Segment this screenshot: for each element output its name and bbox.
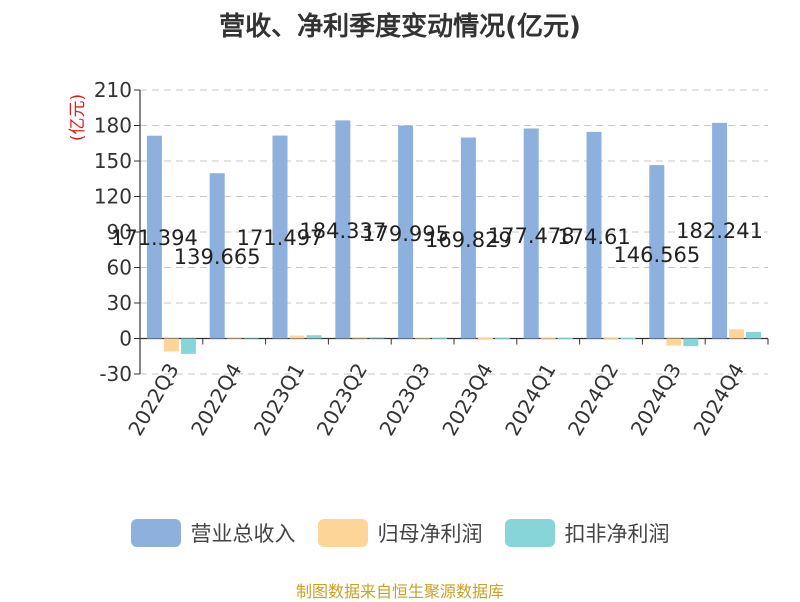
x-tick-label: 2022Q3 bbox=[123, 359, 183, 440]
bar-3-2024Q2 bbox=[620, 338, 636, 340]
x-tick-label: 2023Q2 bbox=[312, 359, 372, 440]
data-label: 171.394 bbox=[111, 226, 198, 250]
bar-1-2022Q3 bbox=[146, 135, 162, 339]
legend-swatch bbox=[317, 519, 368, 547]
y-tick-label: 0 bbox=[119, 327, 132, 351]
y-tick-label: 210 bbox=[94, 78, 132, 102]
x-tick-label: 2023Q3 bbox=[374, 359, 434, 440]
bar-1-2024Q3 bbox=[649, 165, 665, 339]
legend-swatch bbox=[504, 519, 555, 547]
bar-2-2024Q3 bbox=[666, 338, 682, 346]
data-label: 139.665 bbox=[174, 245, 261, 269]
y-tick-label: 60 bbox=[107, 256, 132, 280]
y-tick-label: -30 bbox=[99, 362, 132, 386]
bar-2-2023Q4 bbox=[477, 338, 493, 340]
bar-2-2022Q3 bbox=[163, 338, 179, 352]
bar-3-2023Q1 bbox=[306, 335, 322, 339]
data-label: 184.337 bbox=[299, 219, 386, 243]
data-label: 171.497 bbox=[237, 226, 324, 250]
bar-2-2023Q1 bbox=[289, 335, 305, 339]
bar-3-2024Q4 bbox=[746, 331, 762, 339]
legend-label: 归母净利润 bbox=[377, 522, 483, 546]
bar-2-2023Q2 bbox=[352, 337, 368, 339]
legend-item[interactable]: 营业总收入 bbox=[130, 518, 296, 548]
x-tick-label: 2024Q2 bbox=[563, 359, 623, 440]
bar-3-2024Q3 bbox=[683, 338, 699, 347]
legend-label: 营业总收入 bbox=[190, 522, 296, 546]
bar-3-2022Q3 bbox=[180, 338, 196, 354]
data-label: 174.61 bbox=[557, 225, 630, 249]
bar-2-2024Q2 bbox=[603, 337, 619, 339]
bar-2-2022Q4 bbox=[226, 338, 242, 340]
bar-3-2023Q3 bbox=[432, 337, 448, 339]
x-tick-label: 2024Q3 bbox=[626, 359, 686, 440]
bar-2-2023Q3 bbox=[415, 337, 431, 339]
y-tick-label: 30 bbox=[107, 291, 132, 315]
legend: 营业总收入 归母净利润 扣非净利润 bbox=[0, 518, 800, 548]
bar-3-2023Q2 bbox=[369, 337, 385, 339]
x-tick-label: 2023Q4 bbox=[437, 359, 497, 440]
y-tick-label: 180 bbox=[94, 114, 132, 138]
data-label: 179.995 bbox=[362, 222, 449, 246]
legend-item[interactable]: 扣非净利润 bbox=[504, 518, 670, 548]
bar-1-2023Q4 bbox=[460, 137, 476, 339]
chart-title: 营收、净利季度变动情况(亿元) bbox=[219, 12, 581, 42]
bar-3-2022Q4 bbox=[243, 338, 259, 340]
data-label: 177.478 bbox=[488, 224, 575, 248]
y-tick-label: 90 bbox=[107, 220, 132, 244]
x-tick-label: 2023Q1 bbox=[249, 359, 309, 440]
chart-plot: -30 0 30 60 90 120 150 180 210 2022Q3 2022Q4 2023Q1… bbox=[94, 78, 769, 440]
legend-item[interactable]: 归母净利润 bbox=[317, 518, 483, 548]
data-label: 182.241 bbox=[676, 219, 763, 243]
bar-3-2024Q1 bbox=[557, 337, 573, 339]
data-source: 制图数据来自恒生聚源数据库 bbox=[295, 582, 504, 601]
bar-1-2023Q2 bbox=[335, 120, 351, 339]
bar-3-2023Q4 bbox=[494, 338, 510, 340]
x-tick-label: 2022Q4 bbox=[186, 359, 246, 440]
bar-2-2024Q4 bbox=[729, 329, 745, 339]
bar-1-2024Q4 bbox=[712, 122, 728, 339]
bar-1-2024Q1 bbox=[523, 128, 539, 339]
y-tick-label: 120 bbox=[94, 185, 132, 209]
data-label: 146.565 bbox=[613, 243, 700, 267]
bar-1-2023Q3 bbox=[398, 125, 414, 339]
legend-swatch bbox=[130, 519, 181, 547]
bar-1-2024Q2 bbox=[586, 131, 602, 339]
legend-label: 扣非净利润 bbox=[564, 522, 670, 546]
x-tick-label: 2024Q1 bbox=[500, 359, 560, 440]
bar-1-2023Q1 bbox=[272, 135, 288, 339]
x-tick-label: 2024Q4 bbox=[688, 359, 748, 440]
bar-2-2024Q1 bbox=[540, 337, 556, 339]
y-tick-label: 150 bbox=[94, 149, 132, 173]
bar-1-2022Q4 bbox=[209, 173, 225, 339]
data-label: 169.829 bbox=[425, 228, 512, 252]
